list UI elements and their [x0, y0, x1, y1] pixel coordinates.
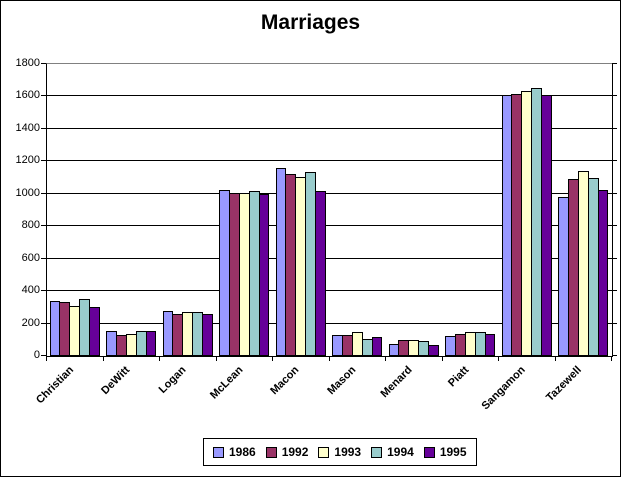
x-axis-label-dewitt: DeWitt	[99, 364, 133, 398]
y-axis-tick-left-1800	[41, 63, 46, 64]
y-axis-tick-left-400	[41, 290, 46, 291]
y-axis-label-400: 400	[21, 284, 40, 296]
y-axis-tick-right-1600	[612, 95, 617, 96]
y-axis-label-1200: 1200	[15, 154, 40, 166]
chart-title: Marriages	[260, 11, 361, 34]
gridline-1400	[46, 128, 612, 129]
legend-label-1994: 1994	[387, 445, 414, 459]
x-axis-label-mclean: McLean	[207, 364, 246, 402]
x-axis-tick-5	[329, 356, 330, 361]
y-axis-label-800: 800	[21, 219, 40, 231]
y-axis-tick-right-600	[612, 258, 617, 259]
y-axis-tick-left-800	[41, 225, 46, 226]
x-axis-tick-0	[46, 356, 47, 361]
y-axis-tick-left-1600	[41, 95, 46, 96]
bar-mason-1995	[371, 337, 383, 356]
x-axis-tick-2	[159, 356, 160, 361]
y-axis-label-1000: 1000	[15, 187, 40, 199]
legend-item-1986: 1986	[213, 446, 256, 458]
legend-label-1995: 1995	[439, 445, 467, 459]
y-axis-tick-left-1400	[41, 128, 46, 129]
legend-label-1993: 1993	[334, 445, 362, 459]
legend-swatch-1986	[213, 446, 224, 458]
y-axis-tick-left-1200	[41, 160, 46, 161]
x-axis-tick-6	[385, 356, 386, 361]
y-axis-tick-right-800	[612, 225, 617, 226]
gridline-1200	[46, 160, 612, 161]
y-axis-tick-right-0	[612, 355, 617, 356]
gridline-1000	[46, 193, 612, 194]
y-axis-label-1600: 1600	[15, 89, 40, 101]
legend-swatch-1993	[318, 446, 330, 458]
y-axis-label-600: 600	[21, 252, 40, 264]
bar-sangamon-1995	[541, 95, 552, 356]
x-axis-tick-1	[103, 356, 104, 361]
legend-item-1992: 1992	[265, 445, 309, 459]
y-axis-tick-left-1000	[41, 193, 46, 194]
y-axis-tick-right-400	[612, 290, 617, 291]
bar-piatt-1995	[484, 334, 496, 356]
x-axis-tick-10	[611, 356, 612, 361]
bar-christian-1995	[89, 307, 100, 356]
legend-item-1994: 1994	[371, 446, 414, 458]
legend-item-1995: 1995	[423, 445, 467, 459]
bar-macon-1995	[315, 191, 326, 356]
x-axis-label-macon: Macon	[268, 364, 302, 398]
gridline-800	[46, 225, 612, 226]
legend-item-1993: 1993	[318, 446, 361, 458]
y-axis-tick-right-200	[612, 323, 617, 324]
x-axis-tick-8	[498, 356, 499, 361]
x-axis-label-tazewell: Tazewell	[544, 364, 585, 404]
x-axis-tick-4	[272, 356, 273, 361]
gridline-200	[46, 323, 612, 324]
bar-mclean-1995	[258, 194, 270, 356]
x-axis-label-logan: Logan	[156, 364, 189, 396]
x-axis-tick-3	[216, 356, 217, 361]
gridline-400	[46, 290, 612, 291]
legend-swatch-1992	[265, 446, 277, 458]
x-axis-label-christian: Christian	[33, 364, 76, 407]
y-axis-tick-left-200	[41, 323, 46, 324]
y-axis-tick-left-0	[41, 355, 46, 356]
y-axis-tick-right-1200	[612, 160, 617, 161]
x-axis-label-piatt: Piatt	[445, 364, 472, 390]
bar-logan-1995	[202, 314, 213, 356]
bar-tazewell-1995	[597, 190, 609, 356]
legend: 1986 1992 1993 1994 1995	[203, 438, 477, 466]
gridline-600	[46, 258, 612, 259]
y-axis-tick-right-1800	[612, 63, 617, 64]
bar-menard-1995	[428, 345, 439, 356]
x-axis-label-menard: Menard	[378, 364, 415, 401]
y-axis-label-0: 0	[33, 349, 40, 361]
y-axis-tick-right-1000	[612, 193, 617, 194]
x-axis-tick-9	[555, 356, 556, 361]
x-axis-tick-7	[442, 356, 443, 361]
bar-dewitt-1995	[145, 331, 157, 356]
y-axis-label-1800: 1800	[15, 57, 40, 69]
legend-swatch-1994	[371, 446, 383, 458]
y-axis-tick-right-1400	[612, 128, 617, 129]
y-axis-label-200: 200	[21, 317, 40, 329]
legend-label-1986: 1986	[229, 445, 256, 459]
x-axis-label-sangamon: Sangamon	[479, 364, 528, 413]
x-axis-label-mason: Mason	[325, 364, 359, 398]
y-axis-label-1400: 1400	[15, 122, 40, 134]
y-axis-tick-left-600	[41, 258, 46, 259]
legend-swatch-1995	[423, 446, 435, 458]
gridline-1600	[46, 95, 612, 96]
legend-label-1992: 1992	[281, 445, 309, 459]
